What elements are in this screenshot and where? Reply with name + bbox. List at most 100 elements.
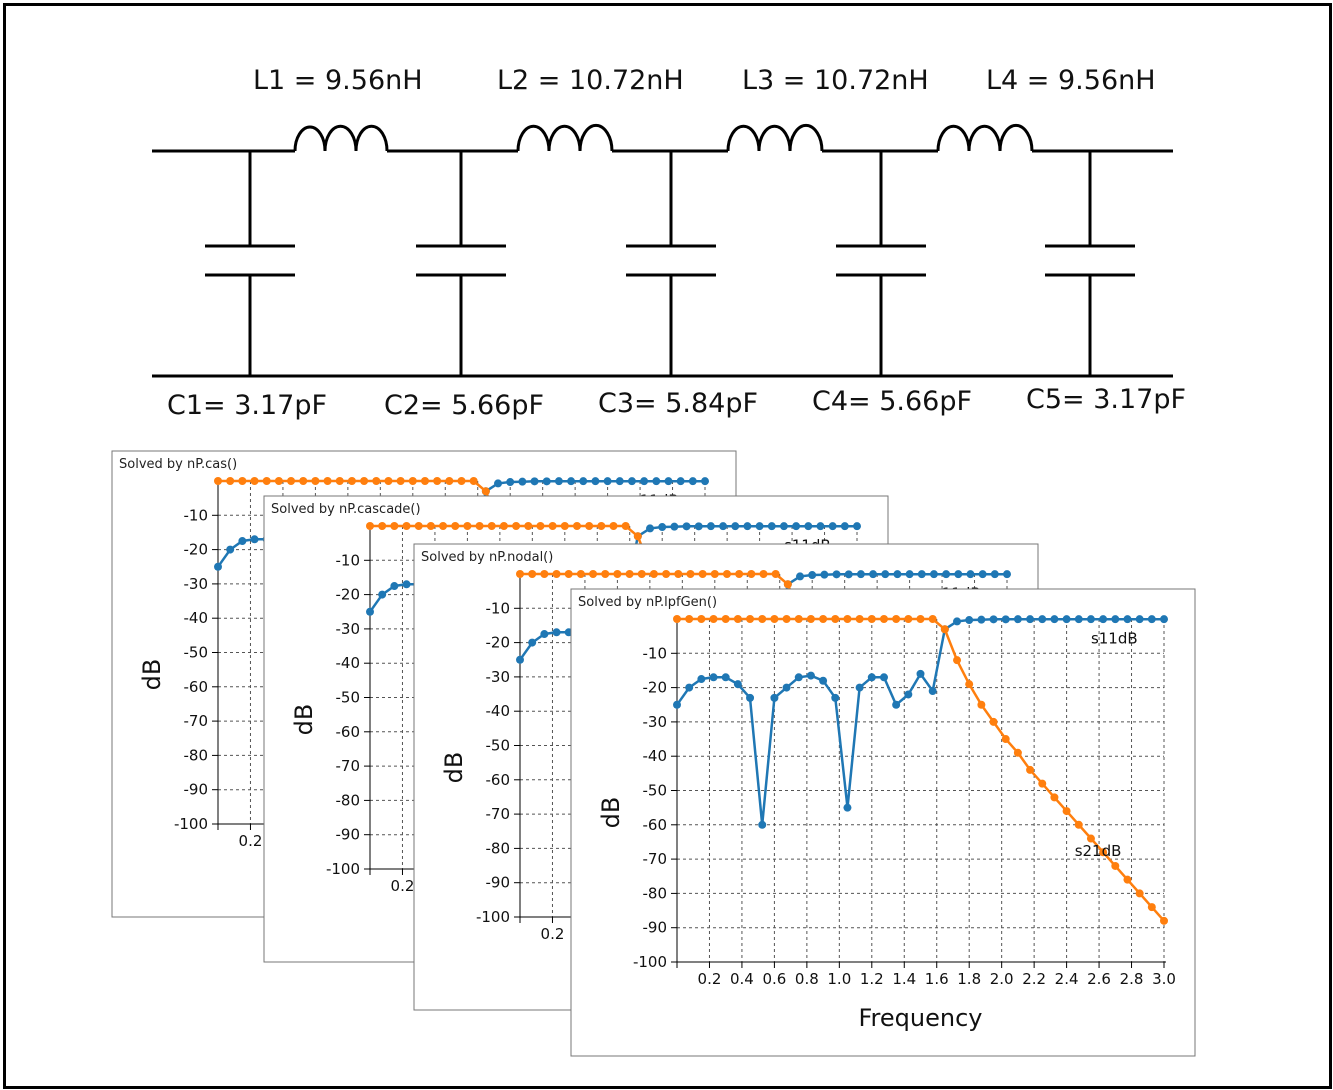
data-point-s11dB — [530, 477, 539, 486]
data-point-s11dB — [494, 479, 503, 488]
data-point-s21dB — [516, 570, 524, 578]
data-point-s21dB — [879, 615, 888, 623]
y-tick-label: -20 — [486, 634, 511, 652]
data-point-s11dB — [706, 522, 715, 531]
y-tick-label: -10 — [336, 551, 361, 569]
data-point-s21dB — [426, 522, 435, 530]
data-point-s21dB — [287, 477, 296, 485]
data-point-s21dB — [794, 615, 803, 623]
data-point-s11dB — [966, 570, 975, 579]
data-point-s21dB — [686, 570, 695, 578]
data-point-s11dB — [1074, 615, 1083, 624]
y-axis-title: dB — [290, 704, 318, 736]
data-point-s11dB — [820, 570, 829, 579]
x-tick-label: 2.2 — [1022, 970, 1046, 988]
capacitor-c5-symbol — [1045, 151, 1135, 376]
capacitor-c3-label: C3= 5.84pF — [598, 388, 758, 419]
data-point-s21dB — [1111, 861, 1120, 870]
data-point-s11dB — [954, 570, 963, 579]
x-tick-label: 2.4 — [1055, 970, 1079, 988]
data-point-s11dB — [808, 571, 817, 580]
data-point-s11dB — [1147, 615, 1156, 624]
data-point-s11dB — [731, 522, 740, 531]
data-point-s11dB — [688, 477, 697, 486]
data-point-s21dB — [499, 522, 508, 530]
data-point-s21dB — [540, 570, 549, 578]
data-point-s21dB — [709, 615, 718, 623]
inductor-l3-label: L3 = 10.72nH — [742, 65, 929, 96]
x-tick-label: 0.2 — [541, 925, 565, 943]
data-point-s21dB — [524, 522, 533, 530]
data-point-s21dB — [637, 570, 646, 578]
data-point-s11dB — [1160, 615, 1168, 624]
data-point-s21dB — [323, 477, 332, 485]
data-point-s11dB — [758, 820, 767, 829]
series-label-s21: s21dB — [1075, 842, 1122, 860]
data-point-s21dB — [475, 522, 484, 530]
panel-content: Solved by nP.lpfGen() -10 -20 -30 -40 -50 -60 -… — [578, 595, 1176, 1032]
data-point-s21dB — [214, 477, 222, 485]
data-point-s11dB — [603, 477, 612, 486]
data-point-s21dB — [487, 522, 496, 530]
y-tick-label: -10 — [486, 599, 511, 617]
inductor-l1-symbol — [293, 124, 389, 152]
data-point-s21dB — [770, 615, 779, 623]
y-axis-title: dB — [440, 752, 468, 784]
data-point-s21dB — [408, 477, 417, 485]
data-point-s21dB — [621, 522, 630, 530]
data-point-s11dB — [567, 477, 576, 486]
data-point-s11dB — [579, 477, 588, 486]
data-point-s11dB — [977, 615, 986, 624]
data-point-s21dB — [633, 532, 642, 541]
data-point-s11dB — [831, 693, 840, 702]
data-point-s21dB — [746, 615, 755, 623]
y-tick-label: -100 — [476, 908, 510, 926]
data-point-s21dB — [1086, 834, 1095, 843]
y-tick-label: -60 — [643, 816, 668, 834]
data-point-s11dB — [1099, 615, 1108, 624]
data-point-s11dB — [516, 655, 524, 664]
data-point-s21dB — [673, 615, 681, 623]
data-point-s21dB — [1013, 748, 1022, 757]
x-tick-label: 0.2 — [391, 877, 415, 895]
y-tick-label: -70 — [486, 805, 511, 823]
data-point-s11dB — [928, 687, 937, 696]
data-point-s11dB — [1135, 615, 1144, 624]
data-point-s21dB — [585, 522, 594, 530]
data-point-s21dB — [597, 522, 606, 530]
data-point-s11dB — [755, 522, 764, 531]
data-point-s21dB — [548, 522, 557, 530]
data-point-s11dB — [856, 570, 865, 579]
data-point-s21dB — [439, 522, 448, 530]
data-point-s11dB — [806, 671, 815, 680]
capacitor-c1-symbol — [205, 151, 295, 376]
y-tick-label: -90 — [184, 781, 209, 799]
data-point-s21dB — [613, 570, 622, 578]
data-point-s21dB — [1123, 875, 1132, 884]
y-tick-label: -90 — [643, 919, 668, 937]
data-point-s21dB — [892, 615, 901, 623]
data-point-s21dB — [366, 522, 374, 530]
data-point-s21dB — [451, 522, 460, 530]
panel-title: Solved by nP.lpfGen() — [578, 595, 717, 610]
data-point-s21dB — [819, 615, 828, 623]
data-point-s11dB — [743, 522, 752, 531]
data-point-s21dB — [463, 522, 472, 530]
panel-background — [570, 588, 1196, 1057]
data-point-s11dB — [664, 477, 673, 486]
data-point-s11dB — [1123, 615, 1132, 624]
capacitor-c4-label: C4= 5.66pF — [812, 386, 972, 417]
data-point-s21dB — [274, 477, 283, 485]
data-point-s11dB — [828, 522, 837, 531]
data-point-s11dB — [867, 673, 876, 682]
y-axis-title: dB — [138, 659, 166, 691]
inductor-l1-label: L1 = 9.56nH — [253, 65, 423, 96]
data-point-s21dB — [1099, 848, 1108, 857]
data-point-s11dB — [796, 572, 805, 581]
data-point-s11dB — [1038, 615, 1047, 624]
y-tick-label: -10 — [643, 644, 668, 662]
data-point-s21dB — [1001, 735, 1010, 744]
data-point-s21dB — [457, 477, 466, 485]
x-tick-label: 0.6 — [762, 970, 786, 988]
data-point-s21dB — [867, 615, 876, 623]
